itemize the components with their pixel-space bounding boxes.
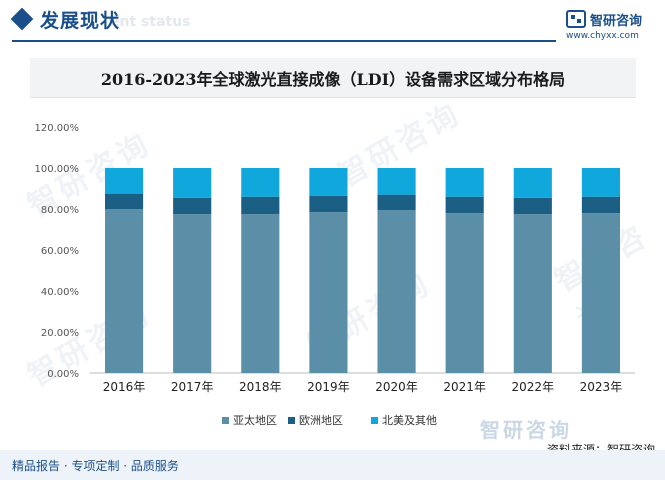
footer-bar <box>0 450 665 480</box>
bar-segment-3 <box>445 168 484 197</box>
bar-segment-1 <box>173 214 212 373</box>
x-tick-label: 2017年 <box>171 380 214 394</box>
x-tick-label: 2022年 <box>512 380 555 394</box>
bar-segment-3 <box>104 168 144 194</box>
y-tick-label: 0.00% <box>47 369 79 380</box>
y-tick-label: 100.00% <box>35 164 80 175</box>
footer-watermark-logo: 智研咨询 <box>480 418 572 442</box>
bar-segment-1 <box>377 210 416 373</box>
bar-segment-1 <box>241 214 280 373</box>
bar-segment-1 <box>581 213 621 373</box>
brand-name: 智研咨询 <box>590 14 643 29</box>
legend-label: 北美及其他 <box>382 414 437 427</box>
bar-segment-1 <box>104 209 144 373</box>
x-tick-label: 2018年 <box>239 380 282 394</box>
x-tick-label: 2019年 <box>307 380 350 394</box>
y-tick-label: 80.00% <box>41 205 79 216</box>
legend-label: 欧洲地区 <box>299 414 343 427</box>
x-tick-label: 2020年 <box>375 380 418 394</box>
bar-segment-2 <box>173 197 212 215</box>
bar-segment-3 <box>581 168 621 197</box>
legend-swatch <box>288 417 295 424</box>
bar-segment-1 <box>513 214 552 373</box>
x-tick-label: 2023年 <box>580 380 623 394</box>
chart-title: 2016-2023年全球激光直接成像（LDI）设备需求区域分布格局 <box>100 69 566 89</box>
bar-segment-2 <box>104 193 144 209</box>
y-tick-label: 20.00% <box>41 328 79 339</box>
stacked-bar-chart: 0.00% 20.00% 40.00% 60.00% 80.00% 100.00% 120.… <box>35 123 635 427</box>
legend-swatch <box>371 417 378 424</box>
legend-label: 亚太地区 <box>233 414 277 427</box>
bar-segment-2 <box>241 196 280 215</box>
brand-logo-icon <box>566 10 586 28</box>
bar-segment-1 <box>309 212 348 373</box>
bar-segment-2 <box>377 194 416 211</box>
section-ghost-text: ent status <box>110 14 191 30</box>
bar-segment-2 <box>309 195 348 213</box>
section-title: 发展现状 <box>40 10 121 32</box>
chart-title-bar: 2016-2023年全球激光直接成像（LDI）设备需求区域分布格局 <box>30 58 636 98</box>
bar-segment-3 <box>309 168 348 196</box>
bar-segment-3 <box>377 168 416 195</box>
x-tick-label: 2021年 <box>443 380 486 394</box>
bar-segment-2 <box>445 196 484 214</box>
footer-slogan: 精品报告 · 专项定制 · 品质服务 <box>12 459 179 473</box>
bar-segment-1 <box>445 213 484 373</box>
header-bar: ent status 发展现状 智研咨询 www.chyxx.com <box>0 0 665 44</box>
bar-segment-3 <box>513 168 552 198</box>
bar-segment-3 <box>241 168 280 197</box>
bar-segment-2 <box>513 197 552 215</box>
bar-segment-3 <box>173 168 212 198</box>
bar-segment-2 <box>581 196 621 214</box>
y-tick-label: 40.00% <box>41 287 79 298</box>
y-tick-label: 60.00% <box>41 246 79 257</box>
legend-swatch <box>222 417 229 424</box>
brand-url: www.chyxx.com <box>566 31 639 41</box>
x-tick-label: 2016年 <box>103 380 146 394</box>
header-divider <box>12 40 556 42</box>
y-tick-label: 120.00% <box>35 123 80 134</box>
